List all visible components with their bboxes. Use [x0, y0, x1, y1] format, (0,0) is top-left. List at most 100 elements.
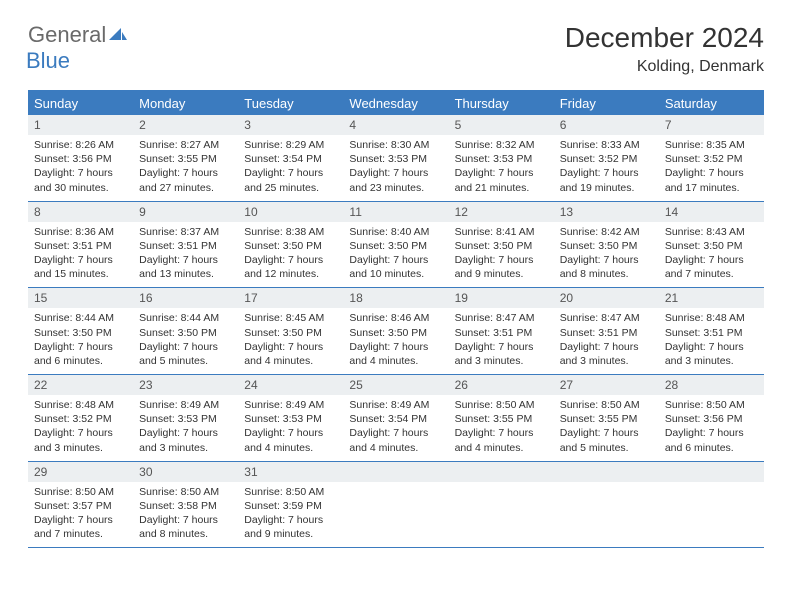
calendar-cell: 14Sunrise: 8:43 AMSunset: 3:50 PMDayligh… [659, 202, 764, 288]
daylight-text: Daylight: 7 hours and 4 minutes. [244, 426, 337, 454]
calendar-cell: 4Sunrise: 8:30 AMSunset: 3:53 PMDaylight… [343, 115, 448, 201]
calendar-cell: 27Sunrise: 8:50 AMSunset: 3:55 PMDayligh… [554, 375, 659, 461]
day-number: 17 [238, 288, 343, 308]
sunset-text: Sunset: 3:53 PM [349, 152, 442, 166]
day-header-wednesday: Wednesday [343, 92, 448, 115]
calendar-cell: 26Sunrise: 8:50 AMSunset: 3:55 PMDayligh… [449, 375, 554, 461]
daylight-text: Daylight: 7 hours and 4 minutes. [244, 340, 337, 368]
cell-body: Sunrise: 8:41 AMSunset: 3:50 PMDaylight:… [449, 222, 554, 288]
sunset-text: Sunset: 3:50 PM [349, 326, 442, 340]
cell-body: Sunrise: 8:37 AMSunset: 3:51 PMDaylight:… [133, 222, 238, 288]
daylight-text: Daylight: 7 hours and 8 minutes. [139, 513, 232, 541]
day-number [659, 462, 764, 482]
sunrise-text: Sunrise: 8:47 AM [560, 311, 653, 325]
day-number: 6 [554, 115, 659, 135]
cell-body: Sunrise: 8:35 AMSunset: 3:52 PMDaylight:… [659, 135, 764, 201]
daylight-text: Daylight: 7 hours and 19 minutes. [560, 166, 653, 194]
sunrise-text: Sunrise: 8:43 AM [665, 225, 758, 239]
sunset-text: Sunset: 3:52 PM [34, 412, 127, 426]
header: General Blue December 2024 Kolding, Denm… [28, 22, 764, 76]
daylight-text: Daylight: 7 hours and 3 minutes. [560, 340, 653, 368]
day-number: 16 [133, 288, 238, 308]
day-number: 2 [133, 115, 238, 135]
sunset-text: Sunset: 3:51 PM [455, 326, 548, 340]
calendar-cell: 21Sunrise: 8:48 AMSunset: 3:51 PMDayligh… [659, 288, 764, 374]
calendar-cell: 15Sunrise: 8:44 AMSunset: 3:50 PMDayligh… [28, 288, 133, 374]
daylight-text: Daylight: 7 hours and 25 minutes. [244, 166, 337, 194]
cell-body: Sunrise: 8:30 AMSunset: 3:53 PMDaylight:… [343, 135, 448, 201]
sunset-text: Sunset: 3:55 PM [455, 412, 548, 426]
page-subtitle: Kolding, Denmark [565, 58, 764, 76]
day-number: 24 [238, 375, 343, 395]
daylight-text: Daylight: 7 hours and 9 minutes. [455, 253, 548, 281]
cell-body: Sunrise: 8:36 AMSunset: 3:51 PMDaylight:… [28, 222, 133, 288]
sunrise-text: Sunrise: 8:49 AM [139, 398, 232, 412]
day-number: 29 [28, 462, 133, 482]
cell-body: Sunrise: 8:49 AMSunset: 3:53 PMDaylight:… [238, 395, 343, 461]
day-number [343, 462, 448, 482]
calendar-cell: 30Sunrise: 8:50 AMSunset: 3:58 PMDayligh… [133, 462, 238, 548]
day-header-friday: Friday [554, 92, 659, 115]
logo-text-general: General [28, 22, 106, 47]
day-number: 21 [659, 288, 764, 308]
title-block: December 2024 Kolding, Denmark [565, 22, 764, 76]
day-number [449, 462, 554, 482]
calendar-cell: 10Sunrise: 8:38 AMSunset: 3:50 PMDayligh… [238, 202, 343, 288]
sunset-text: Sunset: 3:56 PM [34, 152, 127, 166]
logo-text-blue: Blue [26, 48, 70, 73]
sunrise-text: Sunrise: 8:33 AM [560, 138, 653, 152]
sunset-text: Sunset: 3:51 PM [560, 326, 653, 340]
sunrise-text: Sunrise: 8:37 AM [139, 225, 232, 239]
sunrise-text: Sunrise: 8:30 AM [349, 138, 442, 152]
sunset-text: Sunset: 3:50 PM [665, 239, 758, 253]
sunrise-text: Sunrise: 8:45 AM [244, 311, 337, 325]
cell-body: Sunrise: 8:50 AMSunset: 3:57 PMDaylight:… [28, 482, 133, 548]
cell-body: Sunrise: 8:32 AMSunset: 3:53 PMDaylight:… [449, 135, 554, 201]
daylight-text: Daylight: 7 hours and 9 minutes. [244, 513, 337, 541]
day-number: 18 [343, 288, 448, 308]
week-row: 29Sunrise: 8:50 AMSunset: 3:57 PMDayligh… [28, 462, 764, 549]
calendar-cell: 17 Sunrise: 8:45 AMSunset: 3:50 PMDayligh… [238, 288, 343, 374]
day-header-sunday: Sunday [28, 92, 133, 115]
calendar-cell: 6Sunrise: 8:33 AMSunset: 3:52 PMDaylight… [554, 115, 659, 201]
calendar-cell: 1Sunrise: 8:26 AMSunset: 3:56 PMDaylight… [28, 115, 133, 201]
calendar-cell: 22Sunrise: 8:48 AMSunset: 3:52 PMDayligh… [28, 375, 133, 461]
sunrise-text: Sunrise: 8:50 AM [139, 485, 232, 499]
daylight-text: Daylight: 7 hours and 4 minutes. [455, 426, 548, 454]
sunset-text: Sunset: 3:57 PM [34, 499, 127, 513]
calendar-cell-empty [449, 462, 554, 548]
calendar-cell-empty [343, 462, 448, 548]
calendar-cell-empty [554, 462, 659, 548]
week-row: 22Sunrise: 8:48 AMSunset: 3:52 PMDayligh… [28, 375, 764, 462]
daylight-text: Daylight: 7 hours and 3 minutes. [34, 426, 127, 454]
sunrise-text: Sunrise: 8:40 AM [349, 225, 442, 239]
daylight-text: Daylight: 7 hours and 8 minutes. [560, 253, 653, 281]
sunrise-text: Sunrise: 8:41 AM [455, 225, 548, 239]
sunset-text: Sunset: 3:58 PM [139, 499, 232, 513]
day-number: 14 [659, 202, 764, 222]
sunset-text: Sunset: 3:51 PM [34, 239, 127, 253]
day-header-monday: Monday [133, 92, 238, 115]
daylight-text: Daylight: 7 hours and 4 minutes. [349, 340, 442, 368]
sunrise-text: Sunrise: 8:50 AM [560, 398, 653, 412]
cell-body: Sunrise: 8:33 AMSunset: 3:52 PMDaylight:… [554, 135, 659, 201]
cell-body: Sunrise: 8:29 AMSunset: 3:54 PMDaylight:… [238, 135, 343, 201]
cell-body: Sunrise: 8:49 AMSunset: 3:54 PMDaylight:… [343, 395, 448, 461]
sunset-text: Sunset: 3:50 PM [244, 326, 337, 340]
sunset-text: Sunset: 3:55 PM [139, 152, 232, 166]
calendar-cell: 16Sunrise: 8:44 AMSunset: 3:50 PMDayligh… [133, 288, 238, 374]
sunrise-text: Sunrise: 8:27 AM [139, 138, 232, 152]
calendar-cell: 5Sunrise: 8:32 AMSunset: 3:53 PMDaylight… [449, 115, 554, 201]
cell-body: Sunrise: 8:50 AMSunset: 3:55 PMDaylight:… [554, 395, 659, 461]
sunrise-text: Sunrise: 8:48 AM [34, 398, 127, 412]
day-number: 11 [343, 202, 448, 222]
cell-body: Sunrise: 8:48 AMSunset: 3:52 PMDaylight:… [28, 395, 133, 461]
sunrise-text: Sunrise: 8:29 AM [244, 138, 337, 152]
day-number: 28 [659, 375, 764, 395]
sunrise-text: Sunrise: 8:47 AM [455, 311, 548, 325]
day-number: 5 [449, 115, 554, 135]
sunset-text: Sunset: 3:56 PM [665, 412, 758, 426]
daylight-text: Daylight: 7 hours and 3 minutes. [455, 340, 548, 368]
day-number: 3 [238, 115, 343, 135]
cell-body: Sunrise: 8:48 AMSunset: 3:51 PMDaylight:… [659, 308, 764, 374]
